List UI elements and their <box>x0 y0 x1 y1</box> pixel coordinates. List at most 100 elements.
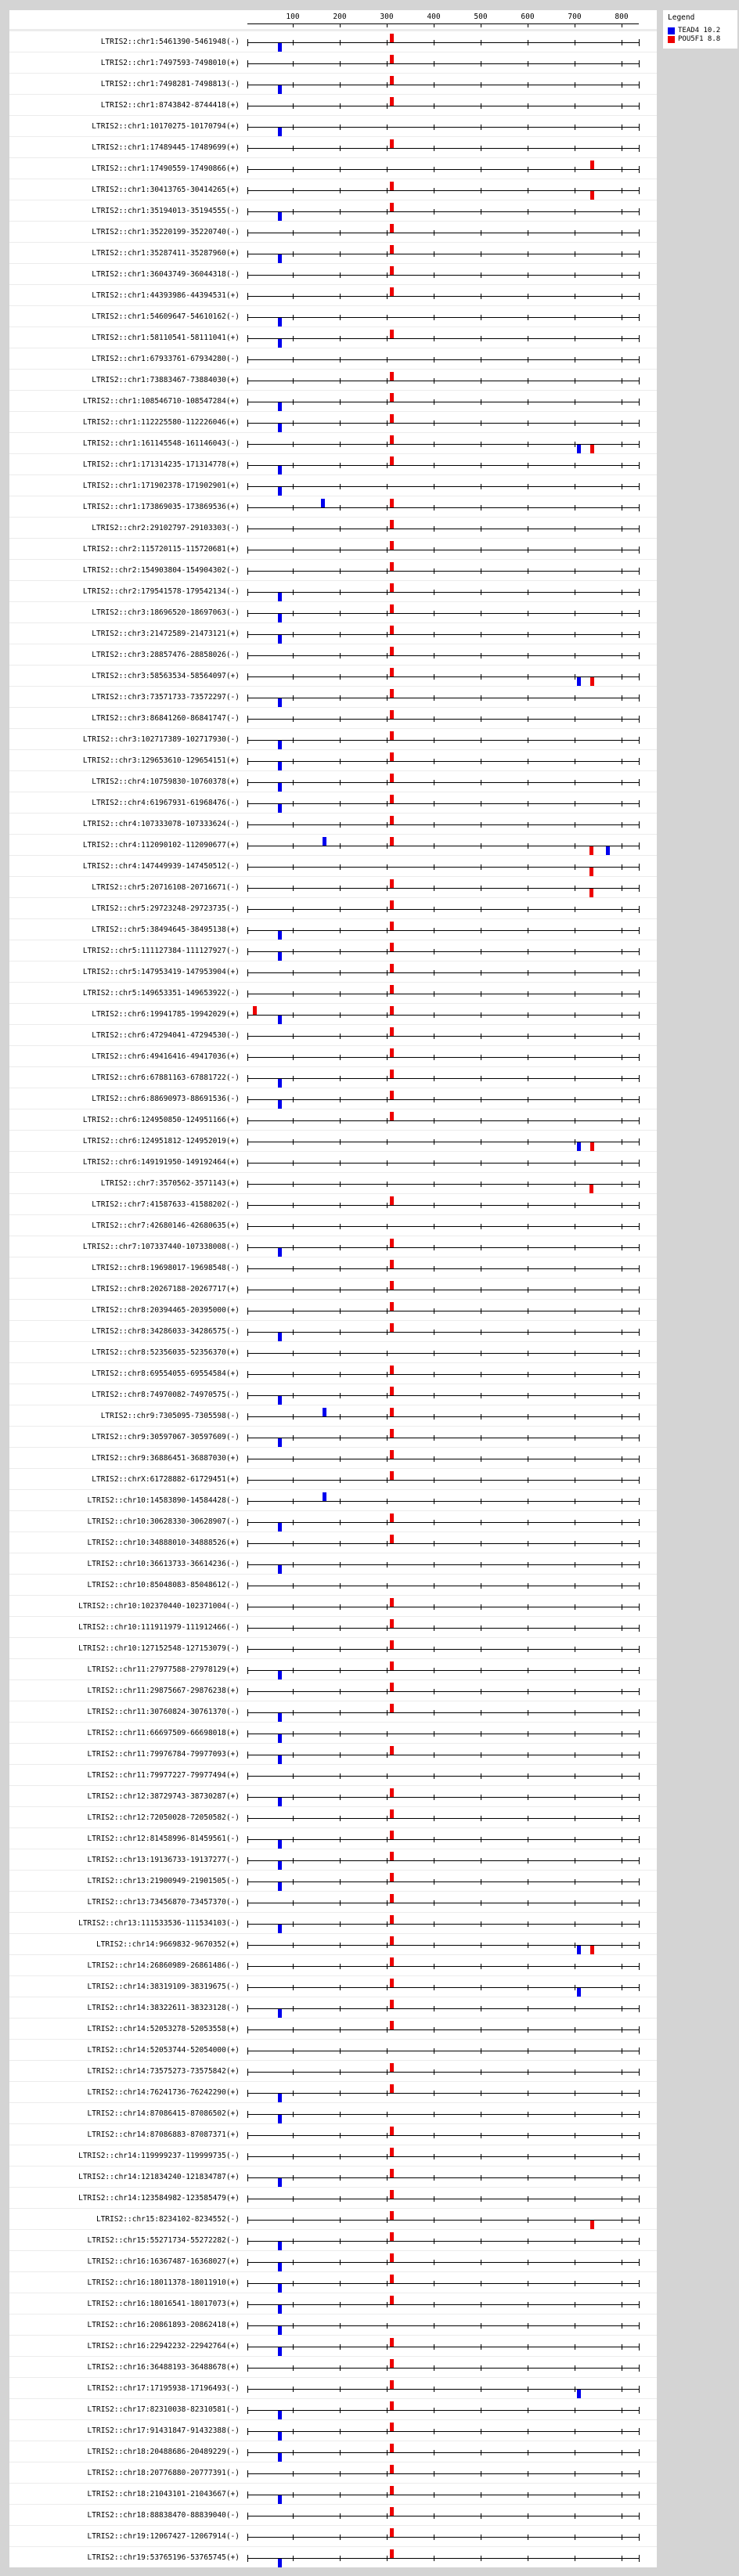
ruler-tick <box>293 843 294 849</box>
sequence-row: LTRIS2::chrX:61728882-61729451(+) <box>9 1469 657 1489</box>
sequence-label: LTRIS2::chr16:36488193-36488678(+) <box>87 2363 240 2372</box>
ruler-tick <box>340 2006 341 2011</box>
ruler-end-cap <box>639 1667 640 1674</box>
legend-swatch-pou5f1-icon <box>668 36 675 43</box>
ruler-tick <box>340 843 341 849</box>
ruler-end-cap <box>247 2555 248 2562</box>
sequence-row: LTRIS2::chr6:49416416-49417036(+) <box>9 1046 657 1066</box>
ruler-end-cap <box>639 335 640 342</box>
ruler-end-cap <box>639 1054 640 1061</box>
sequence-ruler <box>247 626 640 644</box>
ruler-tick <box>387 2239 388 2244</box>
ruler-tick <box>387 780 388 785</box>
ruler-end-cap <box>639 2153 640 2160</box>
sequence-ruler <box>247 182 640 200</box>
motif-mark-pou5f1 <box>390 2486 394 2495</box>
ruler-tick <box>387 2556 388 2561</box>
ruler-end-cap <box>639 187 640 194</box>
ruler-end-cap <box>247 779 248 786</box>
sequence-row: LTRIS2::chr13:111533536-111534103(-) <box>9 1913 657 1933</box>
x-axis-tick-label: 500 <box>474 13 488 21</box>
ruler-end-cap <box>247 356 248 363</box>
sequence-ruler <box>247 2275 640 2293</box>
sequence-label: LTRIS2::chr9:7305095-7305598(-) <box>100 1412 240 1420</box>
motif-mark-tead4 <box>278 2178 282 2187</box>
ruler-tick <box>293 1012 294 1018</box>
ruler-end-cap <box>639 2301 640 2308</box>
sequence-label: LTRIS2::chr2:29102797-29103303(-) <box>92 524 240 532</box>
sequence-ruler <box>247 795 640 813</box>
ruler-end-cap <box>639 821 640 828</box>
motif-mark-tead4 <box>278 2559 282 2567</box>
sequence-row: LTRIS2::chr17:91431847-91432388(-) <box>9 2420 657 2441</box>
sequence-row: LTRIS2::chr18:88838470-88839040(-) <box>9 2505 657 2525</box>
sequence-ruler <box>247 1387 640 1405</box>
sequence-row: LTRIS2::chr1:173869035-173869536(+) <box>9 496 657 517</box>
sequence-label: LTRIS2::chr16:20861893-20862418(+) <box>87 2321 240 2329</box>
ruler-tick <box>293 1541 294 1546</box>
motif-mark-pou5f1 <box>390 1704 394 1712</box>
sequence-ruler <box>247 1006 640 1024</box>
sequence-row: LTRIS2::chr1:7497593-7498010(+) <box>9 52 657 73</box>
ruler-tick <box>293 420 294 426</box>
ruler-tick <box>387 505 388 511</box>
ruler-tick <box>387 1710 388 1716</box>
ruler-tick <box>340 1477 341 1483</box>
ruler-tick <box>293 336 294 341</box>
motif-mark-tead4 <box>278 1925 282 1933</box>
sequence-label: LTRIS2::chr8:20394465-20395000(+) <box>92 1306 240 1315</box>
sequence-row: LTRIS2::chr12:72050028-72050582(-) <box>9 1807 657 1827</box>
motif-mark-pou5f1 <box>390 668 394 676</box>
ruler-end-cap <box>639 1181 640 1188</box>
ruler-tick <box>387 1097 388 1102</box>
ruler-tick <box>387 1435 388 1441</box>
ruler-end-cap <box>639 1160 640 1167</box>
sequence-row: LTRIS2::chr4:112090102-112090677(+) <box>9 835 657 855</box>
sequence-label: LTRIS2::chr5:29723248-29723735(-) <box>92 904 240 913</box>
motif-mark-tead4 <box>278 2411 282 2419</box>
sequence-row: LTRIS2::chr1:171314235-171314778(+) <box>9 454 657 474</box>
x-axis-tick <box>387 23 388 27</box>
motif-mark-pou5f1 <box>390 541 394 550</box>
ruler-tick <box>387 695 388 701</box>
ruler-tick <box>387 2387 388 2392</box>
sequence-row: LTRIS2::chr16:16367487-16368027(+) <box>9 2251 657 2271</box>
ruler-tick <box>340 1118 341 1124</box>
ruler-end-cap <box>639 525 640 532</box>
ruler-end-cap <box>247 420 248 427</box>
ruler-tick <box>340 1055 341 1060</box>
sequence-label: LTRIS2::chr3:73571733-73572297(-) <box>92 693 240 702</box>
motif-mark-tead4 <box>278 614 282 622</box>
ruler-tick <box>387 294 388 299</box>
ruler-tick <box>340 103 341 109</box>
ruler-end-cap <box>639 208 640 215</box>
ruler-end-cap <box>639 1223 640 1230</box>
sequence-label: LTRIS2::chr14:73575273-73575842(+) <box>87 2067 240 2076</box>
sequence-label: LTRIS2::chr5:111127384-111127927(-) <box>82 947 240 955</box>
ruler-end-cap <box>639 1519 640 1526</box>
sequence-row: LTRIS2::chr10:36613733-36614236(-) <box>9 1553 657 1574</box>
ruler-end-cap <box>247 2026 248 2033</box>
sequence-ruler <box>247 816 640 828</box>
motif-mark-tead4 <box>278 339 282 348</box>
sequence-label: LTRIS2::chr14:26860989-26861486(-) <box>87 1961 240 1970</box>
ruler-end-cap <box>247 1202 248 1209</box>
ruler-tick <box>340 738 341 743</box>
ruler-tick <box>387 2513 388 2519</box>
ruler-tick <box>387 1858 388 1863</box>
ruler-end-cap <box>247 1540 248 1547</box>
ruler-tick <box>340 2323 341 2329</box>
ruler-tick <box>340 2133 341 2138</box>
ruler-tick <box>293 1583 294 1589</box>
motif-mark-pou5f1 <box>390 245 394 254</box>
ruler-end-cap <box>247 969 248 976</box>
ruler-end-cap <box>247 2132 248 2139</box>
ruler-end-cap <box>639 948 640 955</box>
ruler-tick <box>387 674 388 680</box>
ruler-tick <box>340 230 341 236</box>
ruler-end-cap <box>639 2005 640 2012</box>
sequence-row: LTRIS2::chr1:171902378-171902901(+) <box>9 475 657 496</box>
motif-mark-pou5f1 <box>390 1852 394 1860</box>
sequence-row: LTRIS2::chr1:8743842-8744418(+) <box>9 95 657 115</box>
motif-mark-pou5f1 <box>390 287 394 296</box>
